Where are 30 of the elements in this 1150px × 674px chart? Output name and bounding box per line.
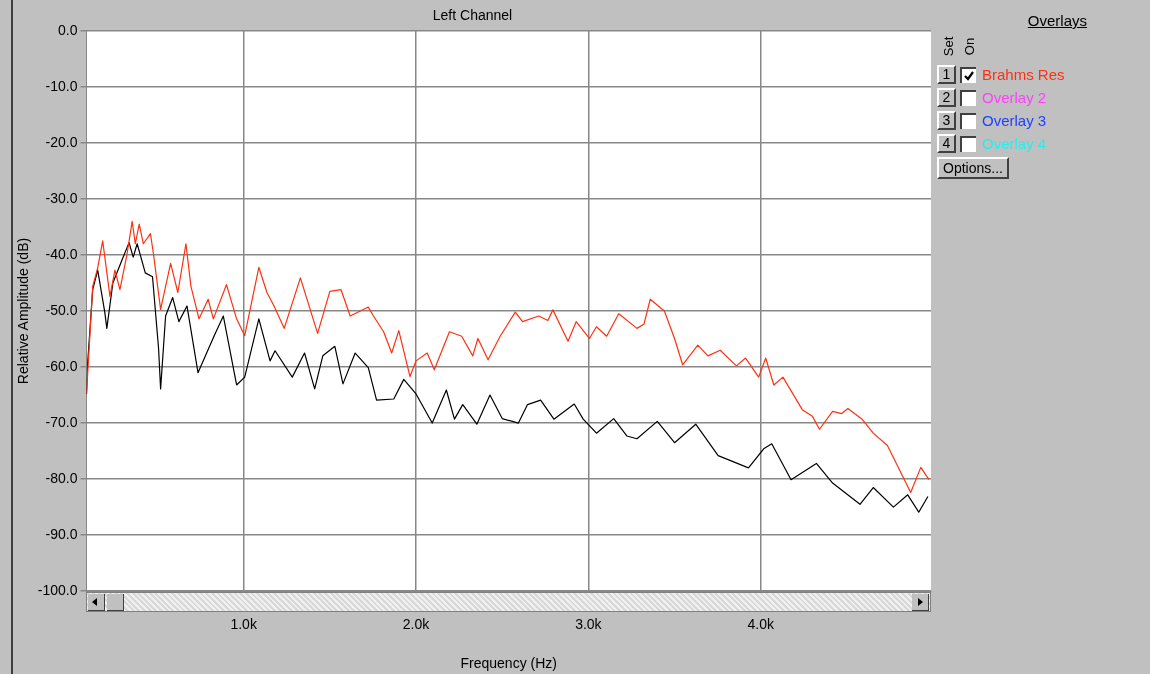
x-axis-title: Frequency (Hz)	[459, 655, 558, 671]
y-tick-label: -20.0	[45, 133, 78, 150]
text: Overlay 4	[982, 135, 1047, 152]
text: 2	[937, 88, 956, 107]
y-tick-label: -60.0	[45, 357, 78, 374]
text: Set	[941, 36, 957, 57]
y-tick-label: 0.0	[58, 21, 78, 38]
x-tick-label: 1.0k	[230, 616, 258, 633]
y-axis-title: Relative Amplitude (dB)	[15, 237, 32, 385]
x-tick-label: 2.0k	[402, 616, 431, 633]
x-tick-label: 4.0k	[747, 616, 775, 633]
y-tick-label: -100.0	[37, 582, 78, 599]
text: Brahms Res	[982, 66, 1065, 83]
text: 3	[937, 111, 956, 130]
y-tick-label: -10.0	[45, 77, 78, 94]
text: Overlay 3	[982, 112, 1047, 129]
text: Overlay 2	[982, 89, 1047, 106]
legend-title: Overlays	[1026, 12, 1088, 29]
y-tick-label: -80.0	[45, 469, 78, 486]
chart-title: Left Channel	[432, 7, 513, 24]
y-tick-label: -70.0	[45, 413, 78, 430]
text: On	[962, 37, 978, 56]
y-tick-label: -40.0	[45, 245, 78, 262]
text: Options...	[937, 157, 1009, 179]
text: 4	[937, 134, 956, 153]
y-tick-label: -90.0	[45, 526, 78, 543]
x-tick-label: 3.0k	[575, 616, 603, 633]
y-tick-label: -50.0	[45, 301, 78, 318]
text: 1	[937, 65, 956, 84]
y-tick-label: -30.0	[45, 189, 78, 206]
